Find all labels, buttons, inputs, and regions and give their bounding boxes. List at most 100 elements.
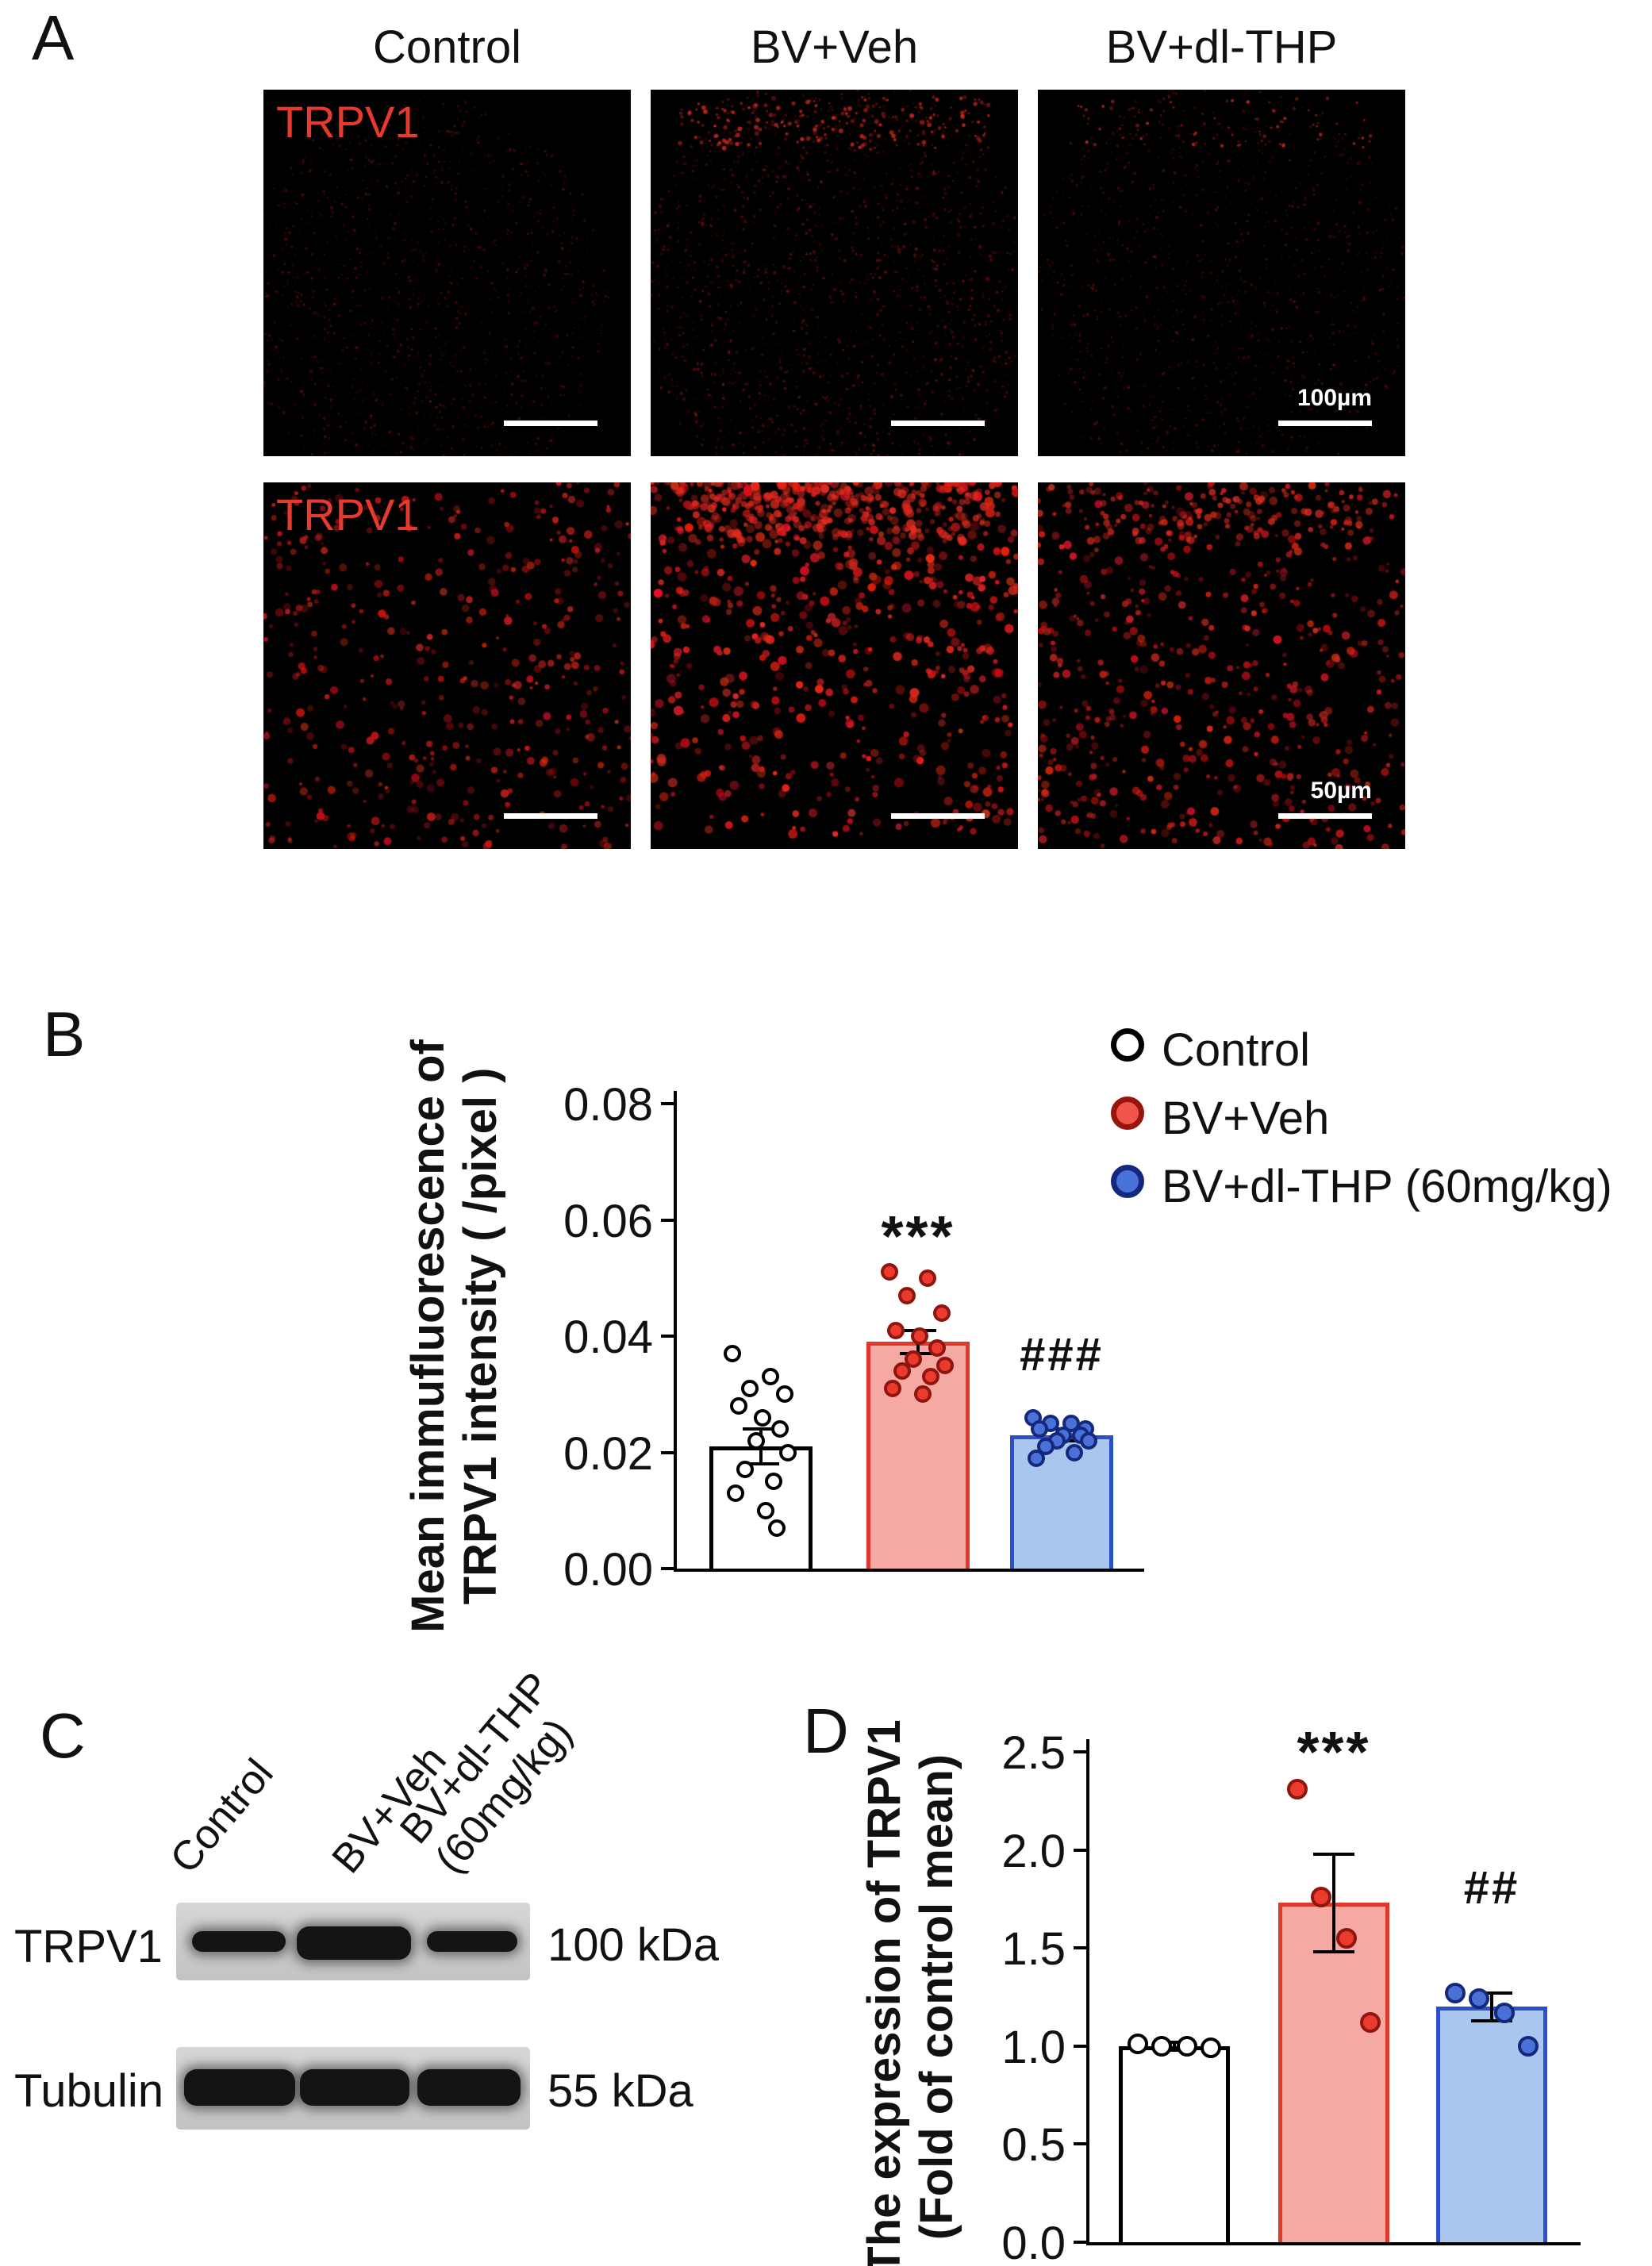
chart-d-y-axis	[1086, 1739, 1089, 2245]
chart-b-data-point	[1028, 1449, 1045, 1467]
blot-band	[184, 2069, 295, 2106]
chart-b-bar-1	[866, 1342, 970, 1569]
fluorescence-canvas	[263, 90, 631, 456]
chart-d-y-axis-title-line2: (Fold of control mean)	[911, 1753, 962, 2241]
chart-d-errorbar-cap	[1313, 1852, 1354, 1856]
chart-d-errorbar-cap	[1471, 2018, 1512, 2022]
chart-b-data-point	[724, 1344, 741, 1362]
chart-b-data-point	[736, 1461, 754, 1479]
micro-image-bv-veh-low-mag	[651, 90, 1018, 456]
chart-b-y-tick-label: 0.04	[563, 1312, 653, 1363]
chart-b-y-tick-label: 0.02	[563, 1427, 653, 1480]
chart-b-data-point	[919, 1269, 936, 1287]
blot-band	[417, 2069, 521, 2106]
fluorescence-canvas	[651, 90, 1018, 456]
chart-d-errorbar-line	[1173, 2041, 1176, 2050]
lane-label-control-text: Control	[161, 1750, 282, 1882]
micro-image-bv-dlthp-low-mag: 100µm	[1038, 90, 1405, 456]
chart-d-data-point	[1128, 2034, 1148, 2055]
chart-d-y-tick	[1074, 2142, 1086, 2146]
chart-b-data-point	[881, 1263, 898, 1281]
scale-bar	[891, 813, 985, 819]
chart-b-data-point	[1080, 1431, 1097, 1450]
mw-label-100kda: 100 kDa	[547, 1919, 720, 1971]
chart-d-errorbar-cap	[1154, 2040, 1195, 2044]
chart-b-data-point	[887, 1321, 905, 1339]
chart-d-y-tick	[1074, 2241, 1086, 2244]
chart-b-data-point	[1031, 1420, 1048, 1438]
chart-d-y-tick-label: 0.5	[1001, 2119, 1066, 2172]
chart-b-y-tick	[661, 1102, 674, 1105]
chart-d-bar-1	[1278, 1903, 1389, 2242]
scale-bar-label-50um: 50µm	[1310, 778, 1372, 804]
chart-b-y-tick	[661, 1335, 674, 1338]
chart-b-y-axis	[674, 1091, 677, 1572]
chart-b-errorbar-cap	[743, 1427, 779, 1431]
scale-bar	[1278, 421, 1372, 426]
chart-b-y-axis-title: Mean immufluorescence of TRPV1 intensity…	[402, 1035, 510, 1638]
column-header-control: Control	[373, 21, 521, 73]
chart-b-data-point	[1066, 1443, 1083, 1461]
micro-image-bv-dlthp-high-mag: 50µm	[1038, 482, 1405, 849]
chart-b-data-point	[776, 1385, 793, 1404]
chart-b-bar-2	[1010, 1434, 1113, 1569]
chart-d-y-tick-label: 0.0	[1001, 2218, 1066, 2266]
chart-d-y-tick	[1074, 1848, 1086, 1852]
chart-d-y-tick	[1074, 1946, 1086, 1950]
chart-b-data-point	[893, 1362, 911, 1380]
chart-d-errorbar-line	[1490, 1993, 1493, 2021]
chart-b-data-point	[914, 1385, 932, 1404]
chart-b-data-point	[747, 1431, 765, 1450]
chart-d-data-point	[1177, 2035, 1197, 2057]
chart-b-data-point	[771, 1420, 789, 1438]
legend-item-bv-dlthp: BV+dl-THP (60mg/kg)	[1111, 1160, 1612, 1212]
chart-b-data-point	[765, 1473, 782, 1491]
chart-d-significance: ***	[1297, 1721, 1371, 1784]
legend-label-control: Control	[1162, 1024, 1310, 1076]
chart-d-x-axis	[1086, 2242, 1581, 2245]
column-header-bv-veh: BV+Veh	[750, 21, 919, 73]
blot-band	[297, 1926, 411, 1960]
blot-band	[300, 2069, 409, 2106]
chart-b-data-point	[754, 1408, 771, 1427]
chart-d-errorbar-cap	[1154, 2048, 1195, 2052]
chart-b-data-point	[779, 1443, 797, 1461]
micro-image-control-low-mag: TRPV1	[263, 90, 631, 456]
blot-band	[192, 1931, 286, 1952]
chart-b-data-point	[757, 1501, 774, 1519]
chart-d-errorbar-line	[1332, 1853, 1335, 1953]
chart-d-data-point	[1336, 1927, 1357, 1949]
legend-label-bv-dlthp: BV+dl-THP (60mg/kg)	[1162, 1161, 1612, 1212]
chart-b-data-point	[727, 1484, 744, 1502]
chart-b-data-point	[884, 1379, 901, 1397]
chart-b-data-point	[905, 1350, 922, 1369]
protein-label-trpv1: TRPV1	[14, 1921, 163, 1972]
chart-d-data-point	[1469, 1988, 1489, 2010]
protein-label-tubulin: Tubulin	[14, 2065, 164, 2117]
chart-d-errorbar-cap	[1471, 1991, 1512, 1995]
chart-b-x-axis	[674, 1569, 1144, 1572]
chart-d-y-tick-label: 2.0	[1001, 1825, 1066, 1877]
legend-dot-bv-dlthp	[1111, 1165, 1144, 1198]
chart-b-errorbar-cap	[743, 1462, 779, 1466]
chart-d-data-point	[1311, 1886, 1331, 1907]
chart-d-y-tick-label: 2.5	[1001, 1727, 1066, 1779]
chart-b-data-point	[768, 1519, 786, 1537]
chart-d-y-tick	[1074, 2044, 1086, 2048]
chart-d-data-point	[1518, 2035, 1539, 2057]
legend-item-control: Control	[1111, 1024, 1603, 1076]
trpv1-blot	[176, 1903, 530, 1980]
chart-b-y-tick-label: 0.08	[563, 1079, 653, 1131]
stain-label: TRPV1	[276, 490, 420, 540]
chart-d-data-point	[1445, 1983, 1466, 2004]
chart-b-y-tick	[661, 1450, 674, 1454]
legend-dot-bv-veh	[1111, 1097, 1144, 1130]
fluorescence-canvas	[263, 482, 631, 849]
blot-band	[427, 1931, 517, 1952]
chart-b-data-point	[936, 1356, 954, 1374]
panel-c-label: C	[40, 1700, 86, 1771]
chart-d-y-tick	[1074, 1750, 1086, 1753]
scale-bar	[504, 421, 597, 426]
chart-d-bar-0	[1119, 2045, 1230, 2242]
micro-image-control-high-mag: TRPV1	[263, 482, 631, 849]
